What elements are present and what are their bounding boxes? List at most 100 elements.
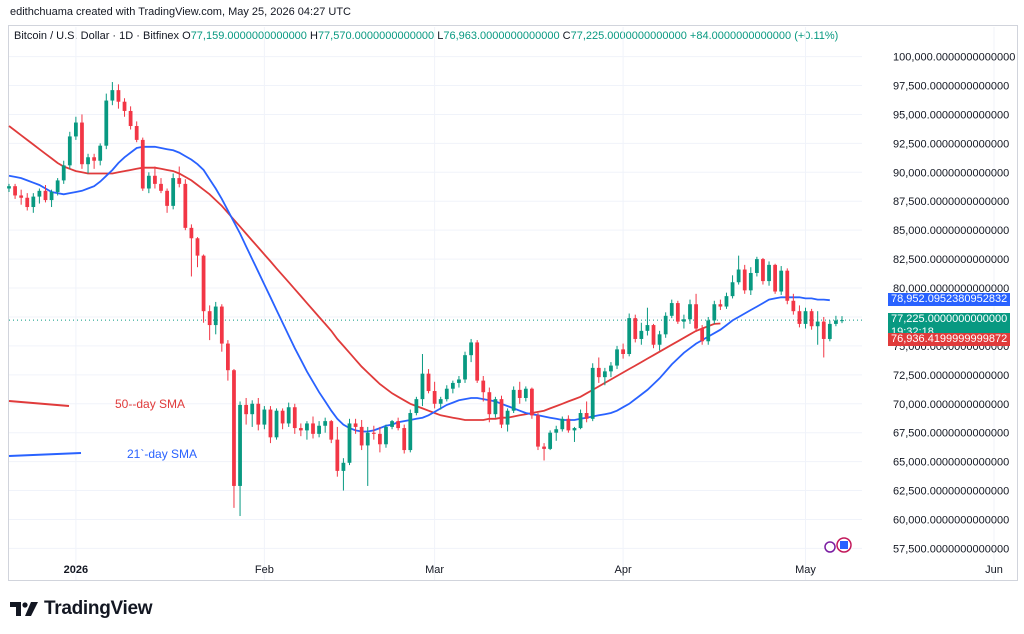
candle-body <box>61 165 66 181</box>
candle <box>542 443 546 461</box>
candle <box>536 413 540 451</box>
x-tick-label: May <box>795 564 816 576</box>
candle <box>706 316 711 345</box>
candle <box>499 395 504 429</box>
candle <box>767 261 771 286</box>
candle-body <box>840 320 844 322</box>
candle-body <box>274 410 279 438</box>
x-tick-label: Apr <box>615 564 632 576</box>
symbol-title[interactable]: Bitcoin / U.S. Dollar · 1D · Bitfinex <box>14 30 180 42</box>
candle-body <box>602 371 607 378</box>
candle <box>55 178 60 196</box>
candle-body <box>530 388 534 416</box>
candle-body <box>183 183 188 228</box>
candle-body <box>675 303 680 322</box>
y-tick-label: 90,000.0000000000000 <box>893 167 1009 179</box>
candle <box>43 185 48 203</box>
close-label: C <box>562 30 571 42</box>
candle <box>49 189 54 208</box>
y-tick-label: 60,000.0000000000000 <box>893 514 1009 526</box>
candle-body <box>213 306 218 326</box>
candle-body <box>226 343 230 371</box>
candle-body <box>244 404 249 415</box>
candle <box>730 275 735 299</box>
candle-body <box>86 157 90 165</box>
candle <box>621 343 625 359</box>
candle <box>602 367 607 386</box>
candle-body <box>262 409 267 425</box>
high-value: 77,570.0000000000000 <box>317 30 435 42</box>
candle <box>335 426 340 477</box>
candle-body <box>754 259 759 273</box>
candle <box>505 408 510 432</box>
candle-body <box>596 367 601 378</box>
candle-body <box>371 432 376 434</box>
candle-body <box>797 311 802 324</box>
candle-body <box>505 410 510 425</box>
candle-body <box>560 418 565 430</box>
candle-body <box>633 318 638 339</box>
candle-body <box>250 403 255 415</box>
candle-body <box>542 446 546 449</box>
candle <box>86 153 90 174</box>
candle <box>353 418 358 434</box>
candle-body <box>347 423 352 463</box>
candle <box>177 166 182 188</box>
candle <box>651 323 656 349</box>
candle-body <box>73 122 78 137</box>
candle-body <box>438 399 443 404</box>
price-axis[interactable]: 100,000.0000000000000 97,500.000000000000… <box>893 52 1015 556</box>
x-tick-label: 2026 <box>64 564 88 576</box>
candle <box>286 402 291 427</box>
candle-body <box>31 196 36 208</box>
sma21-series <box>8 145 830 433</box>
sma50-line <box>8 125 721 421</box>
candle-body <box>493 399 498 415</box>
candle <box>98 143 103 166</box>
sma21-line <box>8 145 830 433</box>
y-tick-label: 57,500.0000000000000 <box>893 543 1009 555</box>
candle <box>736 255 741 285</box>
candle-body <box>694 304 698 329</box>
candle-body <box>785 270 790 301</box>
tradingview-logo-icon <box>10 602 38 616</box>
candle <box>742 264 747 294</box>
candle-body <box>365 432 370 446</box>
candle-body <box>712 304 717 321</box>
candle-body <box>742 269 747 291</box>
candle <box>590 363 595 422</box>
x-tick-label: Jun <box>985 564 1003 576</box>
candle-body <box>329 421 334 440</box>
candle-body <box>256 403 261 425</box>
y-tick-label: 100,000.0000000000000 <box>893 52 1015 64</box>
candle-body <box>457 379 461 383</box>
candle-body <box>153 175 157 184</box>
time-axis[interactable]: 2026 Feb Mar Apr May Jun <box>64 564 1003 576</box>
candle-body <box>426 373 431 392</box>
candle <box>639 322 644 345</box>
candle-body <box>384 426 388 445</box>
chart-credit: edithchuama created with TradingView.com… <box>10 6 351 18</box>
candle <box>834 315 838 327</box>
candle-body <box>736 269 741 283</box>
event-flag-icon <box>824 537 852 553</box>
candle-body <box>238 404 242 486</box>
candle-body <box>645 325 650 331</box>
candle-body <box>13 186 17 196</box>
candle <box>408 409 413 453</box>
candle <box>463 351 467 383</box>
candle <box>779 266 784 295</box>
y-tick-label: 97,500.0000000000000 <box>893 81 1009 93</box>
candle <box>438 396 443 410</box>
candle-body <box>280 410 285 424</box>
candle-body <box>390 421 394 427</box>
candle <box>25 193 30 211</box>
candle <box>323 417 328 433</box>
candle <box>663 312 668 338</box>
x-tick-label: Feb <box>255 564 274 576</box>
candle-body <box>469 342 473 356</box>
candle <box>262 406 267 430</box>
candle <box>487 387 492 423</box>
candle-body <box>779 270 784 292</box>
